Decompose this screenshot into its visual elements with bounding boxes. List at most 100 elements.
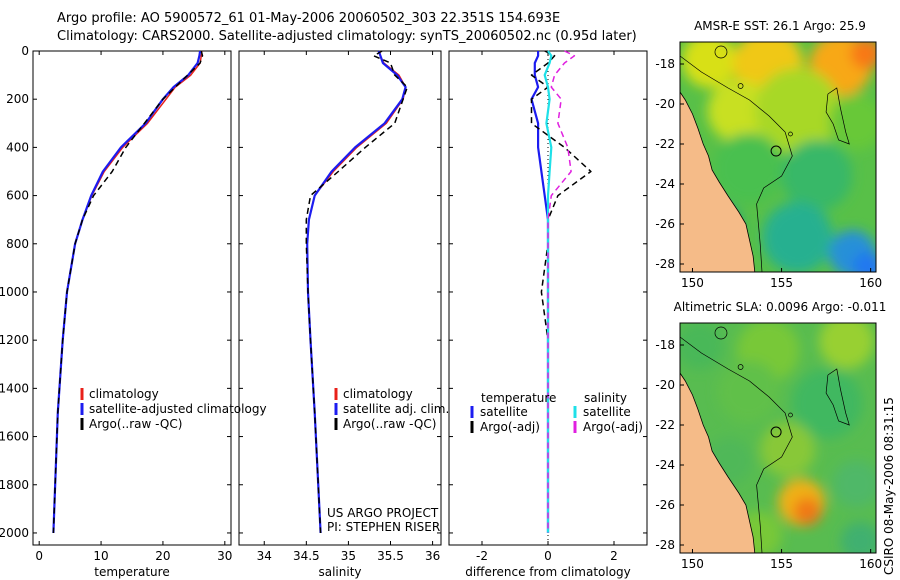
series-3-line <box>52 50 204 534</box>
x-tick-label: 0 <box>544 549 552 563</box>
x-axis-label: temperature <box>94 565 169 579</box>
plot-frame <box>238 50 442 546</box>
x-tick-label: -2 <box>476 549 488 563</box>
legend-entry: satellite <box>583 405 631 419</box>
x-tick-label: 20 <box>155 549 170 563</box>
x-tick-label: 30 <box>217 549 232 563</box>
map-anomaly-blob <box>754 67 841 155</box>
legend-entry: Argo(..raw -QC) <box>89 417 182 431</box>
profile-panels: 0 10 20 30temperature0200400600800100012001… <box>0 44 648 579</box>
map-anomaly-blob <box>850 42 876 70</box>
map-anomaly-blob <box>832 460 876 508</box>
legend-entry: satellite-adjusted climatology <box>89 402 267 416</box>
map-blobs <box>680 323 876 553</box>
series-1-line <box>52 50 203 534</box>
series-1-line <box>306 50 407 534</box>
reef-contour <box>825 368 850 426</box>
x-tick-label: 10 <box>93 549 108 563</box>
map-blobs <box>681 42 876 272</box>
map-anomaly-blob <box>707 79 771 143</box>
map-anomaly-blob <box>680 323 724 370</box>
x-tick-label: 2 <box>610 549 618 563</box>
map-y-tick-label: -24 <box>655 177 675 191</box>
map-frame <box>679 41 877 273</box>
map-x-tick-label: 155 <box>770 276 793 290</box>
reef-contour <box>714 326 728 340</box>
map-panels: AMSR-E SST: 26.1 Argo: 25.9 150 155 160 -18 -… <box>655 19 886 571</box>
shelf-contour <box>680 55 793 272</box>
map-anomaly-blob <box>840 521 876 553</box>
map-y-tick-label: -22 <box>655 137 675 151</box>
reef-contour <box>788 412 793 418</box>
map-anomaly-blob <box>760 422 816 477</box>
y-tick-label: 600 <box>6 189 29 203</box>
map-panel-1: AMSR-E SST: 26.1 Argo: 25.9 150 155 160 -18 -… <box>655 19 882 290</box>
x-tick-label: 34.5 <box>293 549 320 563</box>
legend-entry: satellite <box>480 405 528 419</box>
x-tick-label: 36 <box>425 549 440 563</box>
map-y-tick-label: -26 <box>655 217 675 231</box>
map-anomaly-blob <box>681 42 737 88</box>
y-tick-label: 1000 <box>0 285 29 299</box>
reef-contour <box>788 131 793 137</box>
map-anomaly-blob <box>717 360 780 424</box>
legend-group-title: salinity <box>584 391 627 405</box>
side-timestamp: CSIRO 08-May-2006 08:31:15 <box>882 397 896 575</box>
legend-entry: Argo(-adj) <box>583 420 643 434</box>
shelf-contour <box>680 336 793 553</box>
map-x-tick-label: 160 <box>859 276 882 290</box>
y-tick-label: 0 <box>21 44 29 58</box>
legend-entry: climatology <box>343 387 413 401</box>
x-axis-label: difference from climatology <box>465 565 631 579</box>
climatology-subtitle: Climatology: CARS2000. Satellite-adjuste… <box>57 29 637 44</box>
plot-frame <box>32 50 232 546</box>
argo-position-marker <box>770 426 782 438</box>
x-axis-label: salinity <box>318 565 361 579</box>
map-y-tick-label: -28 <box>655 538 675 552</box>
y-tick-label: 2000 <box>0 526 29 540</box>
reef-contour <box>737 83 744 89</box>
map-frame <box>679 322 877 554</box>
map-anomaly-blob <box>762 202 833 272</box>
map-title: AMSR-E SST: 26.1 Argo: 25.9 <box>694 19 866 33</box>
map-title: Altimetric SLA: 0.0096 Argo: -0.011 <box>674 300 887 314</box>
profile-panel-3: -2 0 2 difference from climatology temperatu… <box>448 50 648 579</box>
y-tick-label: 1600 <box>0 430 29 444</box>
map-y-tick-label: -26 <box>655 498 675 512</box>
map-anomaly-blob <box>781 140 853 211</box>
map-x-tick-label: 160 <box>859 557 882 571</box>
profile-panel-2: 34 34.5 35 35.5 36 salinity climatologysatelli… <box>238 50 449 579</box>
land-mass <box>680 91 756 272</box>
project-annotation: US ARGO PROJECT <box>327 506 439 520</box>
reef-contour <box>825 87 850 145</box>
reef-contour <box>737 364 744 370</box>
legend-entry: satellite adj. clim. <box>343 402 449 416</box>
map-y-tick-label: -18 <box>655 338 675 352</box>
map-field <box>680 323 876 553</box>
profile-panel-1: 0 10 20 30 temperature 0 200 400 600 800 1000 1200 1… <box>0 44 267 579</box>
legend-entry: climatology <box>89 387 159 401</box>
map-anomaly-blob <box>819 323 875 369</box>
series-4-line <box>547 50 576 533</box>
series-2-line <box>306 50 407 534</box>
y-tick-label: 1800 <box>0 478 29 492</box>
map-x-tick-label: 150 <box>681 557 704 571</box>
map-y-tick-label: -20 <box>655 378 675 392</box>
series-2-line <box>530 50 592 533</box>
series-2-line <box>52 50 202 534</box>
x-tick-label: 35.5 <box>377 549 404 563</box>
project-annotation: PI: STEPHEN RISER <box>327 520 440 534</box>
map-y-tick-label: -18 <box>655 57 675 71</box>
profile-title: Argo profile: AO 5900572_61 01-May-2006 … <box>57 11 561 26</box>
series-3-line <box>305 50 409 534</box>
x-tick-label: 35 <box>341 549 356 563</box>
legend-entry: Argo(-adj) <box>480 420 540 434</box>
map-anomaly-blob <box>852 251 876 272</box>
map-y-tick-label: -20 <box>655 97 675 111</box>
y-tick-label: 800 <box>6 237 29 251</box>
x-tick-label: 0 <box>35 549 43 563</box>
map-x-tick-label: 155 <box>770 557 793 571</box>
map-y-tick-label: -24 <box>655 458 675 472</box>
map-anomaly-blob <box>791 368 863 439</box>
